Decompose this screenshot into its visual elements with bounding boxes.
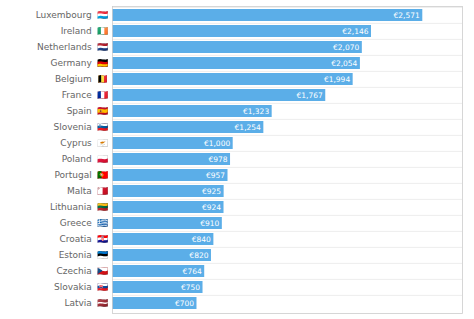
- svg-text:Portugal 🇵🇹: Portugal 🇵🇹: [55, 170, 109, 180]
- svg-text:Ireland 🇮🇪: Ireland 🇮🇪: [61, 26, 109, 36]
- svg-text:Greece 🇬🇷: Greece 🇬🇷: [60, 218, 109, 228]
- svg-text:€957: €957: [206, 171, 225, 180]
- svg-text:€2,146: €2,146: [342, 27, 368, 36]
- svg-text:€2,571: €2,571: [394, 11, 420, 20]
- svg-text:Spain 🇪🇸: Spain 🇪🇸: [67, 106, 109, 116]
- svg-text:Poland 🇵🇱: Poland 🇵🇱: [62, 154, 109, 164]
- svg-text:€820: €820: [189, 251, 208, 260]
- svg-text:Czechia 🇨🇿: Czechia 🇨🇿: [57, 266, 109, 276]
- svg-text:Latvia 🇱🇻: Latvia 🇱🇻: [64, 298, 108, 308]
- svg-text:€910: €910: [200, 219, 219, 228]
- svg-text:€2,070: €2,070: [333, 43, 359, 52]
- svg-text:Belgium 🇧🇪: Belgium 🇧🇪: [55, 73, 109, 84]
- svg-text:€764: €764: [183, 267, 202, 276]
- svg-text:Netherlands 🇳🇱: Netherlands 🇳🇱: [37, 42, 109, 52]
- svg-text:€924: €924: [202, 203, 221, 212]
- svg-text:€750: €750: [181, 283, 200, 292]
- svg-text:Croatia 🇭🇷: Croatia 🇭🇷: [59, 234, 108, 244]
- svg-text:Estonia 🇪🇪: Estonia 🇪🇪: [59, 250, 109, 260]
- svg-text:Slovakia 🇸🇰: Slovakia 🇸🇰: [54, 282, 109, 292]
- svg-text:€1,254: €1,254: [235, 123, 261, 132]
- svg-text:€978: €978: [208, 155, 227, 164]
- svg-text:€1,994: €1,994: [324, 75, 350, 84]
- svg-text:€700: €700: [175, 299, 194, 308]
- svg-text:€925: €925: [202, 187, 221, 196]
- svg-text:€1,323: €1,323: [243, 107, 269, 116]
- svg-text:Cyprus 🇨🇾: Cyprus 🇨🇾: [60, 138, 108, 148]
- svg-text:Luxembourg 🇱🇺: Luxembourg 🇱🇺: [36, 10, 109, 20]
- svg-text:Malta 🇲🇹: Malta 🇲🇹: [67, 186, 109, 196]
- svg-text:Slovenia 🇸🇮: Slovenia 🇸🇮: [53, 122, 108, 132]
- svg-text:€1,767: €1,767: [297, 91, 323, 100]
- svg-text:Germany 🇩🇪: Germany 🇩🇪: [50, 58, 108, 68]
- svg-text:€840: €840: [192, 235, 211, 244]
- svg-text:€2,054: €2,054: [331, 59, 357, 68]
- svg-text:France 🇫🇷: France 🇫🇷: [62, 90, 109, 100]
- svg-text:€1,000: €1,000: [204, 139, 230, 148]
- svg-text:Lithuania 🇱🇹: Lithuania 🇱🇹: [50, 202, 108, 212]
